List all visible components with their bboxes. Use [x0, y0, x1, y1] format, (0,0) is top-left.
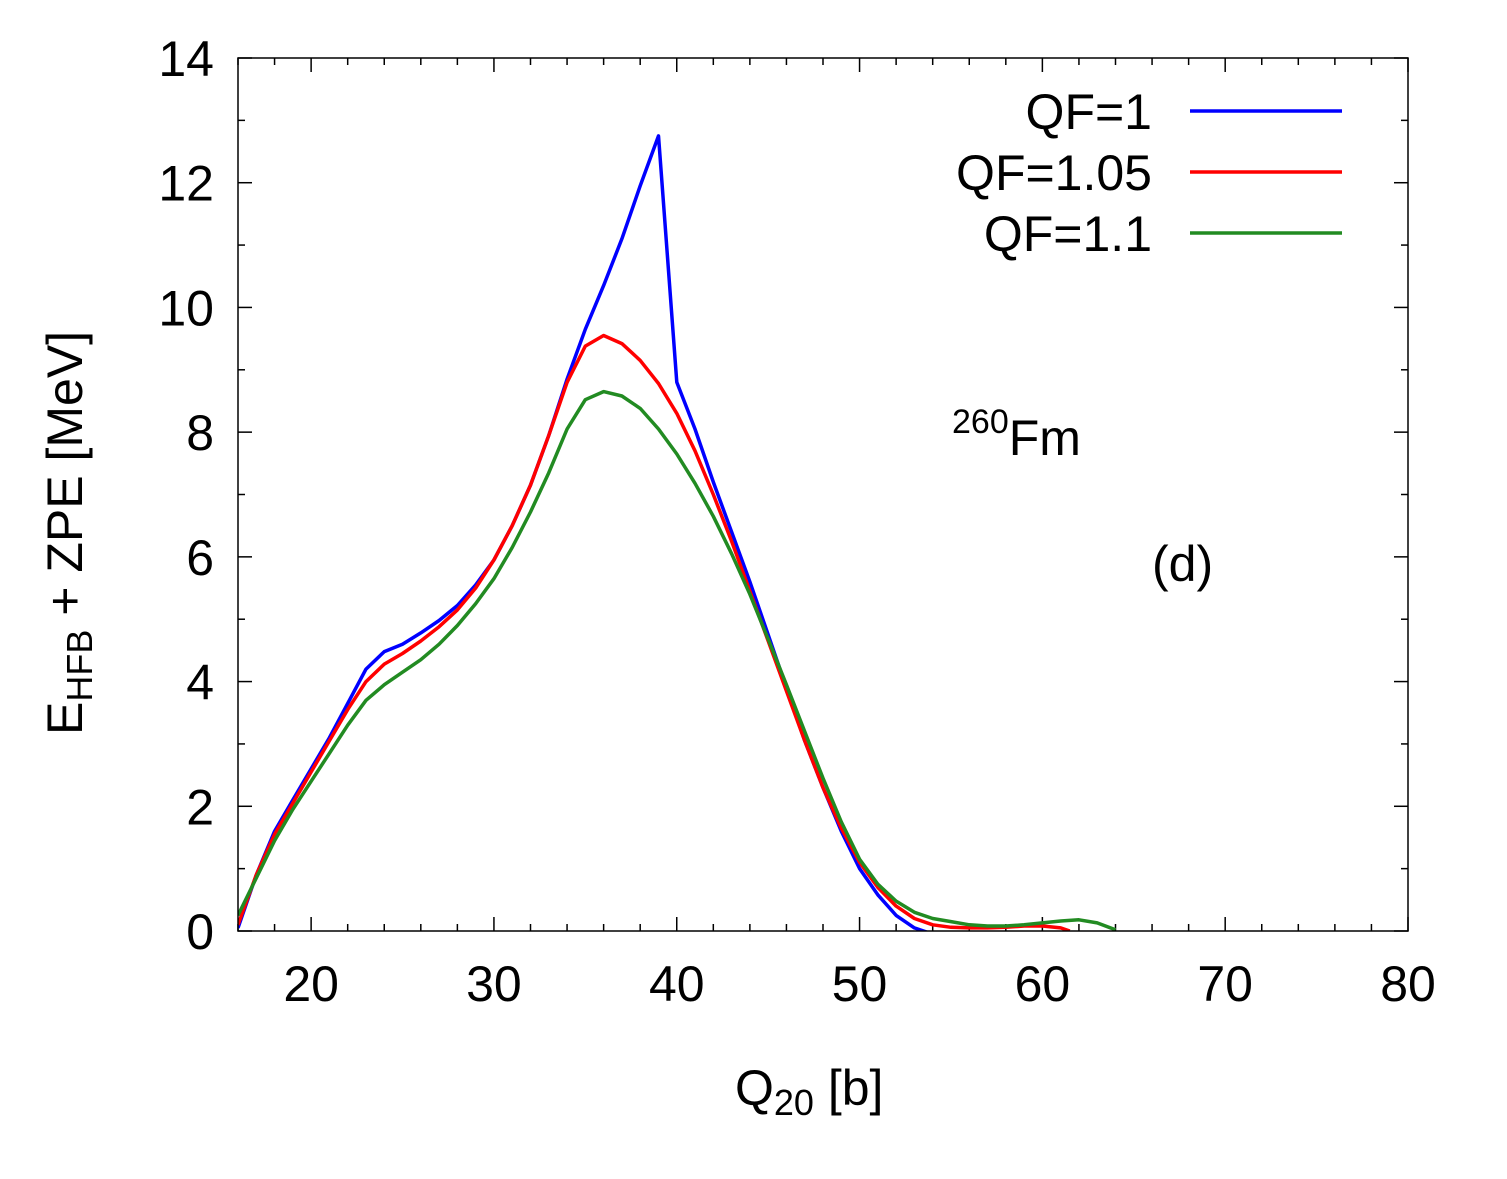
legend-label-1: QF=1 — [1026, 84, 1152, 140]
legend-label-2: QF=1.05 — [956, 145, 1152, 201]
x-tick-label: 70 — [1197, 956, 1253, 1012]
x-tick-label: 20 — [283, 956, 339, 1012]
legend-label-3: QF=1.1 — [984, 206, 1152, 262]
y-axis-title: EHFB + ZPE [MeV] — [37, 331, 100, 735]
series-lines — [238, 134, 1117, 931]
panel-label: (d) — [1152, 536, 1213, 592]
y-tick-label: 4 — [186, 655, 214, 711]
series-line-2 — [238, 333, 1071, 931]
y-tick-label: 14 — [158, 31, 214, 87]
x-axis-title-sub: 20 — [774, 1082, 814, 1123]
x-axis-title-suffix: [b] — [814, 1060, 883, 1116]
x-tick-label: 80 — [1380, 956, 1436, 1012]
y-axis-title-sub: HFB — [59, 630, 100, 702]
x-tick-label: 40 — [649, 956, 705, 1012]
nucleus-symbol: Fm — [1009, 410, 1081, 466]
x-axis-title: Q20 [b] — [735, 1060, 883, 1123]
tick-marks — [237, 57, 1409, 932]
x-tick-label: 50 — [832, 956, 888, 1012]
nucleus-label: 260Fm — [952, 403, 1081, 466]
y-tick-label: 6 — [186, 530, 214, 586]
y-axis-title-main: E — [37, 702, 93, 735]
series-line-1 — [238, 134, 930, 931]
y-tick-label: 8 — [186, 405, 214, 461]
y-tick-label: 2 — [186, 779, 214, 835]
series-line-3 — [238, 389, 1117, 931]
y-axis-title-suffix: + ZPE [MeV] — [37, 331, 93, 630]
x-axis-title-main: Q — [735, 1060, 774, 1116]
tick-labels: 20 30 40 50 60 70 80 0 2 4 6 8 10 12 14 — [158, 31, 1435, 1012]
x-tick-label: 30 — [466, 956, 522, 1012]
y-tick-label: 12 — [158, 156, 214, 212]
y-tick-label: 0 — [186, 904, 214, 960]
x-tick-label: 60 — [1015, 956, 1071, 1012]
y-tick-label: 10 — [158, 280, 214, 336]
plot-frame — [237, 57, 1409, 932]
nucleus-mass-number: 260 — [952, 403, 1009, 441]
